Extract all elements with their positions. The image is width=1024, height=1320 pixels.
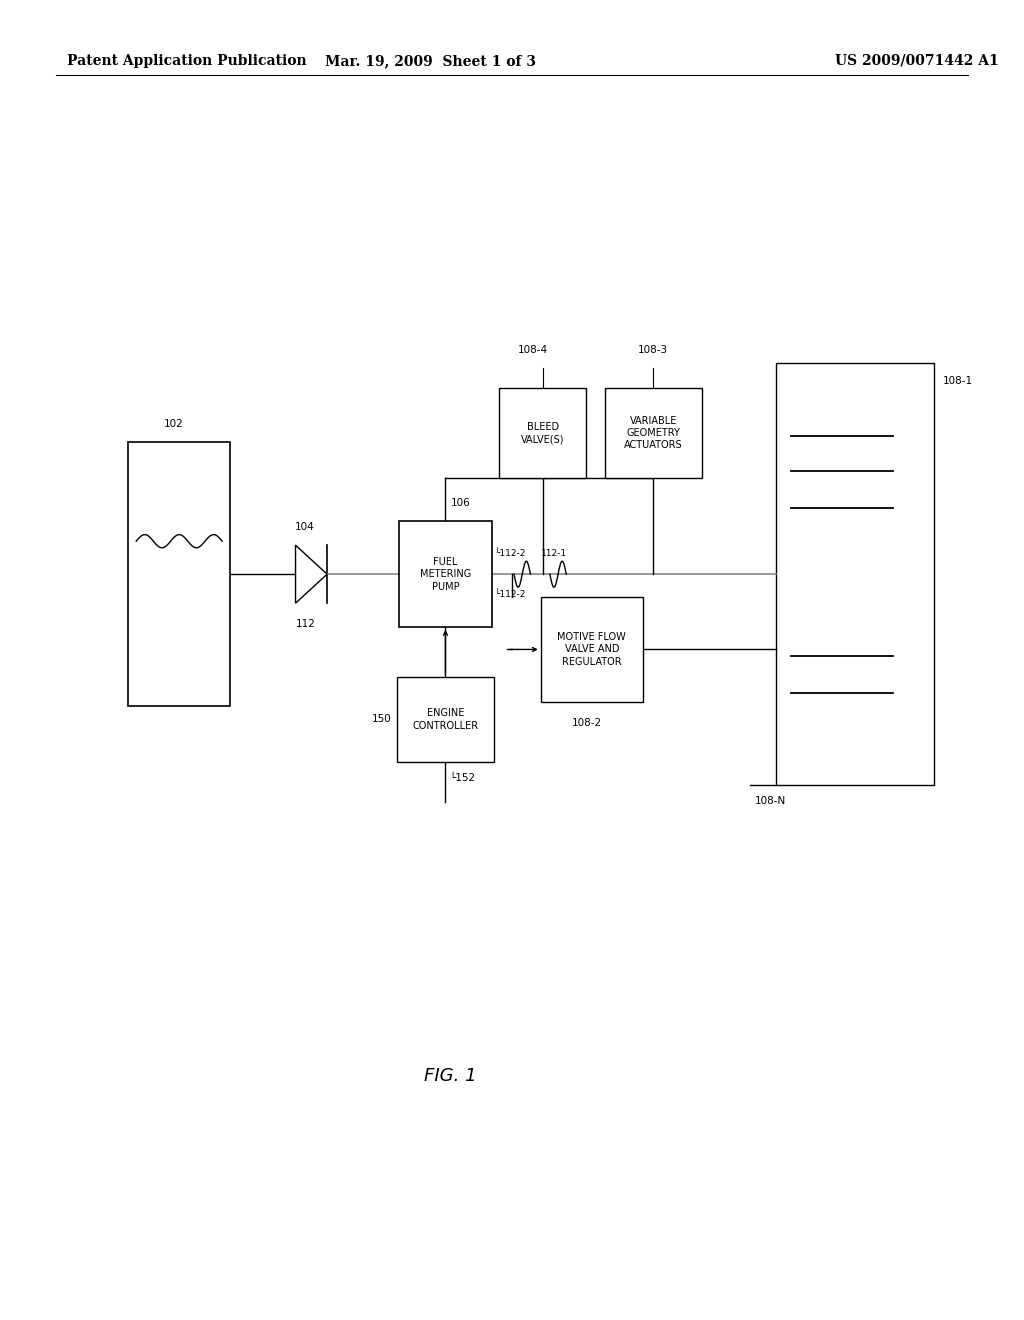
Text: └112-2: └112-2 bbox=[495, 590, 526, 599]
Text: 108-2: 108-2 bbox=[571, 718, 602, 729]
Text: 108-3: 108-3 bbox=[638, 345, 669, 355]
Text: 102: 102 bbox=[164, 418, 184, 429]
Text: 112: 112 bbox=[296, 619, 315, 630]
FancyBboxPatch shape bbox=[399, 521, 492, 627]
Text: MOTIVE FLOW
VALVE AND
REGULATOR: MOTIVE FLOW VALVE AND REGULATOR bbox=[557, 632, 627, 667]
Text: BLEED
VALVE(S): BLEED VALVE(S) bbox=[521, 422, 564, 444]
FancyBboxPatch shape bbox=[776, 363, 934, 785]
FancyBboxPatch shape bbox=[500, 388, 586, 478]
Text: └112-2: └112-2 bbox=[495, 549, 526, 558]
FancyBboxPatch shape bbox=[128, 442, 230, 706]
Text: FIG. 1: FIG. 1 bbox=[424, 1067, 477, 1085]
Polygon shape bbox=[296, 545, 327, 603]
Text: 108-N: 108-N bbox=[755, 796, 786, 807]
Text: 108-1: 108-1 bbox=[942, 376, 973, 387]
Text: ENGINE
CONTROLLER: ENGINE CONTROLLER bbox=[413, 709, 478, 730]
Text: 150: 150 bbox=[372, 714, 391, 725]
Text: 108-4: 108-4 bbox=[517, 345, 548, 355]
Text: FUEL
METERING
PUMP: FUEL METERING PUMP bbox=[420, 557, 471, 591]
Text: 106: 106 bbox=[451, 498, 470, 508]
FancyBboxPatch shape bbox=[541, 597, 643, 702]
Text: 104: 104 bbox=[295, 521, 314, 532]
Text: VARIABLE
GEOMETRY
ACTUATORS: VARIABLE GEOMETRY ACTUATORS bbox=[624, 416, 683, 450]
Text: └152: └152 bbox=[450, 774, 476, 783]
Text: Mar. 19, 2009  Sheet 1 of 3: Mar. 19, 2009 Sheet 1 of 3 bbox=[325, 54, 536, 67]
Text: 112-1: 112-1 bbox=[541, 549, 567, 558]
FancyBboxPatch shape bbox=[604, 388, 702, 478]
FancyBboxPatch shape bbox=[397, 676, 495, 763]
Text: US 2009/0071442 A1: US 2009/0071442 A1 bbox=[835, 54, 998, 67]
Text: Patent Application Publication: Patent Application Publication bbox=[67, 54, 306, 67]
